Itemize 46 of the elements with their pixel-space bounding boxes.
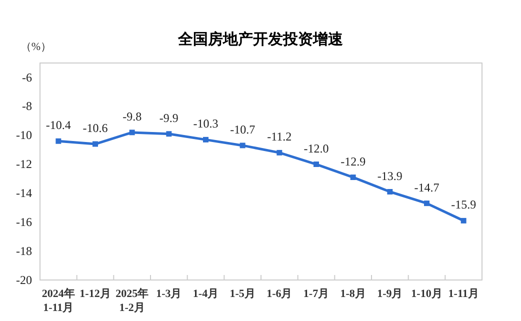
point [166, 131, 172, 137]
chart-title: 全国房地产开发投资增速 [177, 30, 344, 48]
point [203, 136, 208, 142]
y-tick-label: -20 [16, 272, 32, 287]
data-label: -10.4 [46, 118, 71, 132]
y-tick-label: -14 [16, 186, 32, 200]
point [56, 138, 62, 144]
x-tick-label: 1-5月 [230, 288, 256, 300]
data-label: -9.9 [159, 110, 178, 125]
x-tick-label: 2024年 1-11月 [42, 287, 75, 314]
x-tick-label: 1-3月 [156, 288, 182, 300]
point [314, 162, 319, 168]
point [92, 141, 98, 147]
x-tick-label: 1-12月 [80, 288, 111, 300]
data-label: -11.2 [267, 130, 292, 144]
data-label: -9.8 [122, 109, 142, 124]
point [460, 218, 466, 224]
data-label: -13.9 [377, 168, 402, 183]
x-tick-label: 1-10月 [411, 288, 442, 300]
y-tick-label: -6 [22, 70, 32, 84]
data-label: -14.7 [414, 180, 440, 194]
data-label: -12.0 [304, 141, 329, 156]
data-label: -10.3 [193, 116, 218, 131]
x-tick-label: 1-11月 [448, 288, 479, 300]
data-label: -12.9 [340, 154, 366, 168]
x-tick-label: 1-9月 [377, 288, 403, 300]
y-tick-label: -16 [16, 214, 32, 229]
x-tick-label: 2025年 1-2月 [116, 287, 149, 314]
x-tick-label: 1-8月 [340, 288, 366, 300]
y-tick-label: -10 [16, 128, 32, 142]
x-tick-label: 1-4月 [192, 288, 219, 300]
x-tick-label: 1-7月 [303, 288, 330, 300]
point [276, 150, 282, 156]
point [350, 174, 356, 180]
point [240, 142, 246, 148]
point [129, 130, 135, 136]
data-label: -10.7 [230, 122, 256, 136]
y-axis-title: （%） [20, 41, 52, 53]
x-tick-label: 1-6月 [266, 288, 292, 300]
data-label: -10.6 [82, 121, 108, 136]
y-tick-label: -18 [16, 244, 32, 258]
y-tick-label: -12 [16, 157, 32, 172]
y-tick-label: -8 [22, 99, 32, 114]
data-label: -15.9 [451, 198, 476, 212]
point [424, 200, 430, 206]
point [387, 189, 393, 194]
